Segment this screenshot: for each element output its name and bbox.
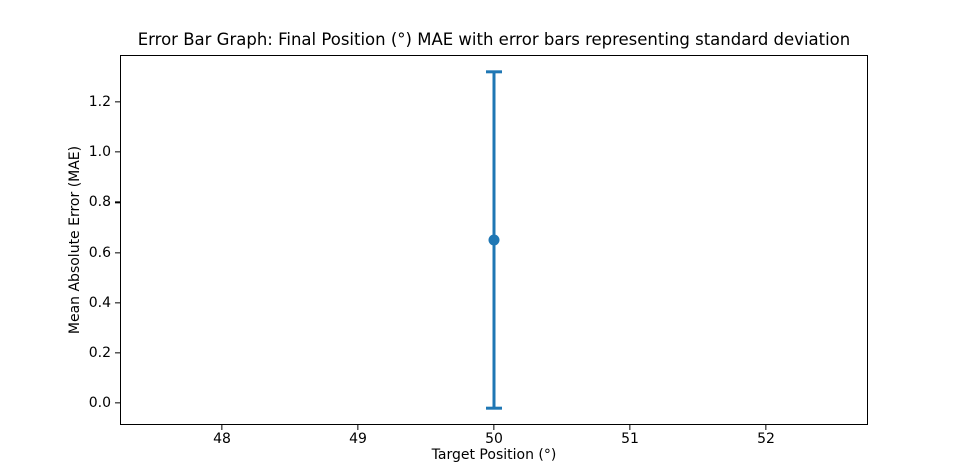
x-tick-label: 51	[621, 431, 639, 447]
y-tick-label: 1.0	[88, 144, 111, 161]
x-tick-label: 50	[485, 431, 503, 447]
x-axis-label: Target Position (°)	[431, 447, 557, 463]
y-tick-label: 0.4	[88, 294, 111, 311]
y-tick-mark	[115, 151, 120, 153]
y-tick-label: 1.2	[88, 93, 111, 110]
y-tick-mark	[115, 201, 120, 203]
y-tick-mark	[115, 302, 120, 304]
y-tick-mark	[115, 101, 120, 103]
x-tick-mark	[629, 425, 631, 430]
y-tick-label: 0.0	[88, 395, 111, 412]
y-tick-mark	[115, 251, 120, 254]
y-tick-label: 0.8	[88, 194, 111, 211]
x-tick-label: 49	[349, 431, 367, 447]
chart-title: Error Bar Graph: Final Position (°) MAE …	[137, 30, 851, 49]
x-tick-label: 48	[213, 431, 231, 447]
x-tick-mark	[357, 425, 359, 430]
y-tick-label: 0.6	[88, 244, 111, 261]
errorbar-plot	[486, 70, 502, 410]
y-tick-mark	[115, 352, 120, 354]
y-tick-mark	[115, 402, 120, 404]
x-tick-mark	[493, 425, 495, 430]
x-tick-mark	[221, 425, 223, 430]
data-point-marker	[488, 234, 500, 246]
x-tick-mark	[765, 425, 767, 430]
x-tick-label: 52	[757, 431, 775, 447]
y-tick-label: 0.2	[88, 344, 111, 361]
